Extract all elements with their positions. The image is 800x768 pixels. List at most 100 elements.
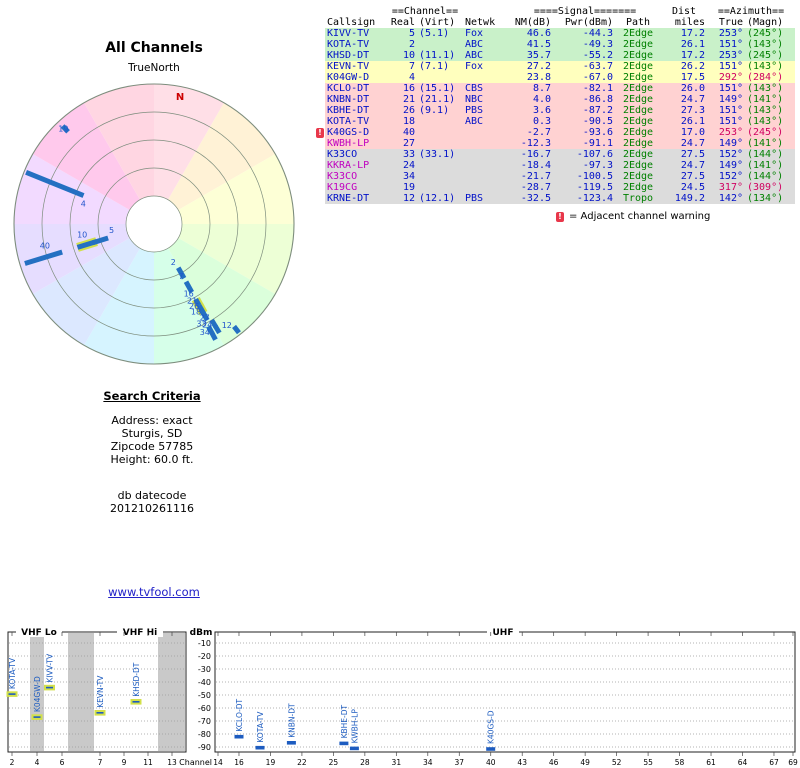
cell-network: Fox (463, 28, 509, 39)
cell-path: 2Edge (615, 72, 661, 83)
polar-wedge (32, 224, 154, 346)
cell-callsign[interactable]: KRNE-DT (325, 193, 387, 204)
signal-segment-ch24 (213, 324, 222, 335)
channel-tick-label: 11 (143, 758, 153, 767)
cell-callsign[interactable]: KWBH-LP (325, 138, 387, 149)
signal-label-ch33: 33 (196, 320, 206, 329)
cell-azimuth-magnetic: (309°) (745, 182, 795, 193)
channel-tick-label: 4 (35, 758, 40, 767)
cell-distance: 24.7 (661, 94, 707, 105)
cell-virtual-channel (417, 39, 463, 50)
polar-wedge (154, 84, 224, 224)
cell-callsign[interactable]: KOTA-TV (325, 116, 387, 127)
cell-azimuth-true: 149° (707, 94, 745, 105)
cell-power: -119.5 (553, 182, 615, 193)
signal-bar-label-group: KCLO-DT (235, 698, 244, 731)
cell-path: 2Edge (615, 61, 661, 72)
cell-azimuth-true: 151° (707, 83, 745, 94)
cell-virtual-channel (417, 171, 463, 182)
y-tick-label: -10 (198, 639, 211, 648)
warn-cell (314, 193, 325, 204)
cell-distance: 26.1 (661, 39, 707, 50)
cell-virtual-channel (417, 160, 463, 171)
cell-callsign[interactable]: K40GS-D (325, 127, 387, 138)
col-header-true: True (718, 17, 743, 28)
cell-callsign[interactable]: KNBN-DT (325, 94, 387, 105)
cell-real-channel: 33 (387, 149, 417, 160)
cell-virtual-channel: (15.1) (417, 83, 463, 94)
cell-network (463, 127, 509, 138)
cell-noise-margin: 46.6 (509, 28, 553, 39)
channel-tick-label: 14 (213, 758, 223, 767)
signal-level-band-chart: -10 -20 -30 -40 -50 -60 -70 -80 -90 VHF Lo VHF Hi U… (6, 626, 798, 767)
tvfool-link[interactable]: www.tvfool.com (108, 585, 200, 599)
table-row: K33CO 33 (33.1) -16.7 -107.6 2Edge 27.5 152° (14… (314, 149, 795, 160)
signal-label-ch12: 12 (222, 321, 232, 330)
cell-distance: 17.2 (661, 50, 707, 61)
cell-azimuth-true: 317° (707, 182, 745, 193)
y-tick-label: -20 (198, 652, 211, 661)
polar-wedge (84, 84, 154, 224)
cell-azimuth-magnetic: (144°) (745, 149, 795, 160)
cell-path: 2Edge (615, 50, 661, 61)
signal-label-ch16: 16 (184, 290, 194, 299)
signal-segment-ch5 (92, 235, 109, 246)
table-row: K19CG 19 -28.7 -119.5 2Edge 24.5 317° (309°) (314, 182, 795, 193)
cell-noise-margin: 35.7 (509, 50, 553, 61)
cell-azimuth-true: 149° (707, 138, 745, 149)
cell-distance: 24.7 (661, 138, 707, 149)
cell-path: 2Edge (615, 127, 661, 138)
signal-bar-label-group: K40GS-D (487, 710, 496, 744)
cell-azimuth-magnetic: (143°) (745, 83, 795, 94)
polar-wedge (154, 102, 276, 224)
cell-callsign[interactable]: KOTA-TV (325, 39, 387, 50)
cell-callsign[interactable]: K19CG (325, 182, 387, 193)
section-label-bg (487, 626, 519, 637)
cell-azimuth-magnetic: (144°) (745, 171, 795, 182)
adjacent-warning-legend: ! = Adjacent channel warning (556, 211, 710, 222)
cell-callsign[interactable]: KHSD-DT (325, 50, 387, 61)
cell-azimuth-true: 253° (707, 28, 745, 39)
cell-callsign[interactable]: K33CO (325, 171, 387, 182)
cell-azimuth-magnetic: (245°) (745, 50, 795, 61)
cell-real-channel: 5 (387, 28, 417, 39)
channel-tick-label: 64 (738, 758, 748, 767)
cell-network: ABC (463, 116, 509, 127)
warn-cell (314, 72, 325, 83)
warn-cell (314, 182, 325, 193)
cell-distance: 27.5 (661, 171, 707, 182)
truenorth-label: TrueNorth (128, 62, 180, 74)
cell-noise-margin: -2.7 (509, 127, 553, 138)
cell-path: 2Edge (615, 105, 661, 116)
cell-callsign[interactable]: KIVV-TV (325, 28, 387, 39)
criteria-zipcode: Zipcode 57785 (110, 440, 194, 453)
cell-callsign[interactable]: K04GW-D (325, 72, 387, 83)
channel-group-header: ==Channel== (391, 6, 459, 17)
signal-label-ch10: 10 (77, 230, 87, 239)
cell-callsign[interactable]: K33CO (325, 149, 387, 160)
polar-wedge (32, 102, 154, 224)
cell-callsign[interactable]: KBHE-DT (325, 105, 387, 116)
y-tick-label: -90 (198, 743, 211, 752)
table-row: KWBH-LP 27 -12.3 -91.1 2Edge 24.7 149° (141°) (314, 138, 795, 149)
cell-virtual-channel: (33.1) (417, 149, 463, 160)
cell-power: -123.4 (553, 193, 615, 204)
cell-callsign[interactable]: KCLO-DT (325, 83, 387, 94)
cell-noise-margin: 23.8 (509, 72, 553, 83)
signal-label-ch40: 40 (40, 242, 50, 251)
signal-bar-KNBN-DT (286, 741, 296, 745)
cell-azimuth-true: 152° (707, 149, 745, 160)
y-tick-label: -70 (198, 717, 211, 726)
signal-bar-KEVN-TV (94, 710, 106, 716)
cell-path: 2Edge (615, 116, 661, 127)
cell-azimuth-magnetic: (245°) (745, 28, 795, 39)
cell-azimuth-magnetic: (134°) (745, 193, 795, 204)
cell-callsign[interactable]: KEVN-TV (325, 61, 387, 72)
cell-distance: 17.0 (661, 127, 707, 138)
cell-callsign[interactable]: KKRA-LP (325, 160, 387, 171)
warn-cell (314, 149, 325, 160)
y-tick-label: -40 (198, 678, 211, 687)
signal-bar-label-group: KIVV-TV (46, 653, 55, 683)
col-header-miles: miles (674, 17, 705, 28)
cell-network: NBC (463, 94, 509, 105)
